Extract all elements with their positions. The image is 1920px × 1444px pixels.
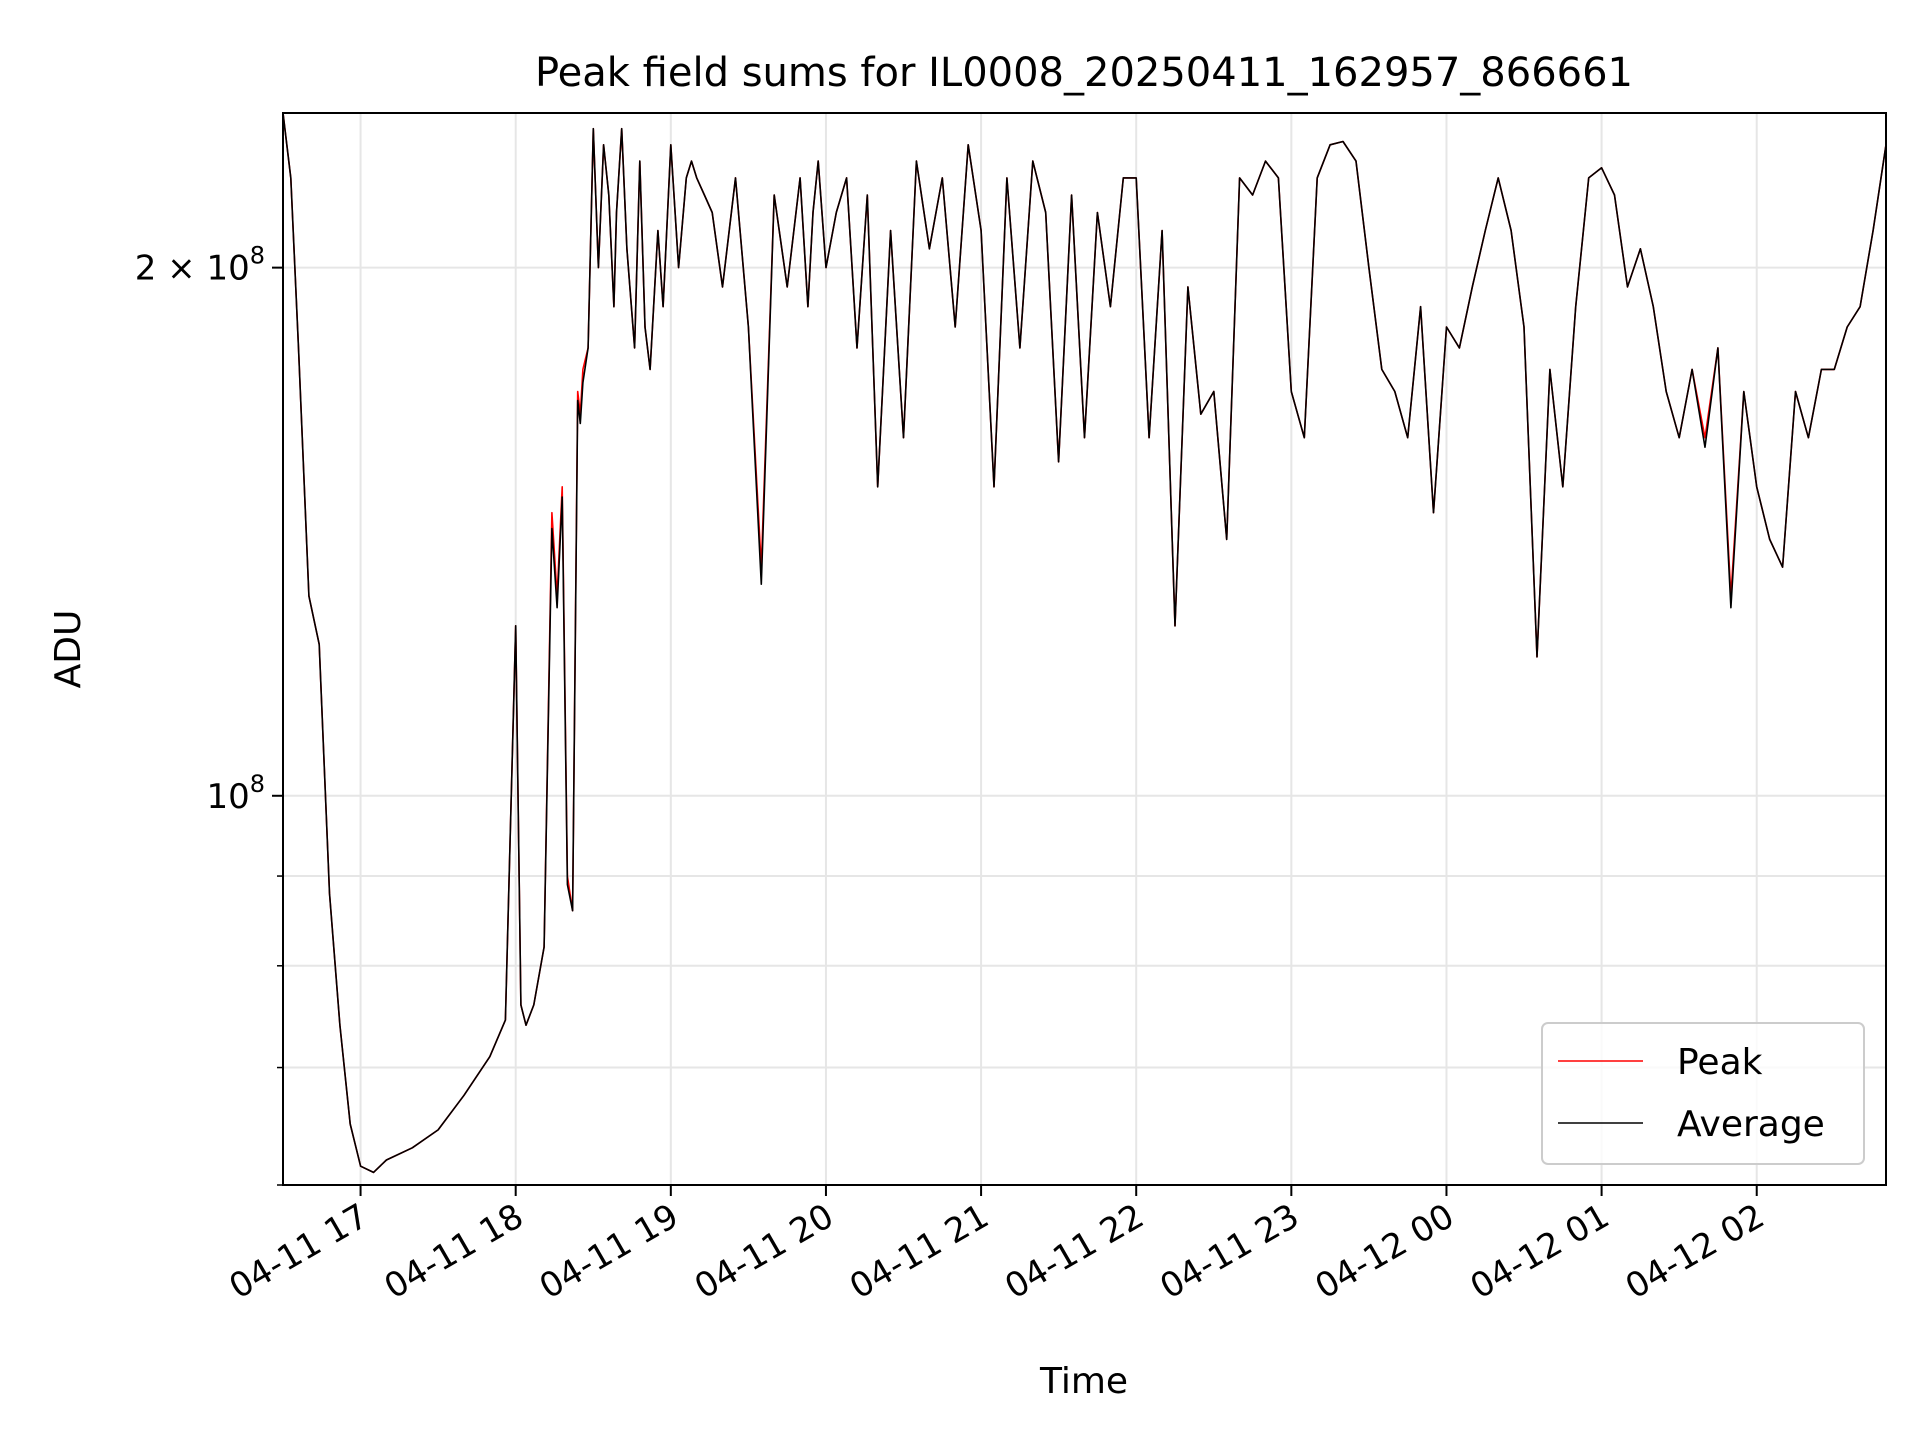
legend-label-peak: Peak [1677,1042,1763,1083]
series-line-average [282,112,1887,1174]
y-tick-label: 108 [206,770,265,817]
legend: Peak Average [1541,1022,1865,1165]
legend-label-average: Average [1677,1104,1825,1145]
y-axis-label: ADU [48,610,89,689]
plot-frame [282,112,1887,1186]
chart-title: Peak field sums for IL0008_20250411_1629… [535,50,1633,96]
series-lines [282,112,1887,1174]
x-axis-label: Time [1039,1361,1128,1402]
legend-box [1541,1022,1865,1165]
grid-lines [283,113,1886,1186]
y-tick-label: 2 × 108 [135,242,265,289]
